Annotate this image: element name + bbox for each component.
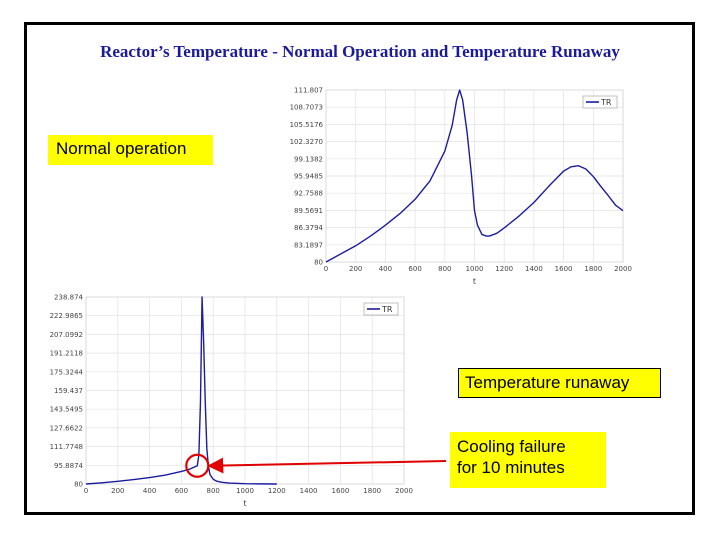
x-tick-label: 400: [143, 487, 156, 495]
temperature-runaway-chart: 238.874 222.9865 207.0992 191.2118 175.3244 1…: [50, 294, 413, 509]
x-tick-label: 1200: [268, 487, 286, 495]
x-tick-label: 600: [175, 487, 188, 495]
x-tick-label: 1400: [300, 487, 318, 495]
y-tick-label: 89.5691: [294, 207, 323, 215]
y-tick-label: 105.5176: [290, 121, 324, 129]
y-tick-label: 191.2118: [50, 350, 83, 358]
chart-legend: TR: [363, 302, 399, 316]
legend-box: [582, 95, 618, 109]
series-line-TR: [85, 296, 277, 485]
x-tick-label: 1400: [525, 265, 543, 273]
x-tick-label: 2000: [614, 265, 632, 273]
y-tick-label: 99.1382: [294, 155, 323, 163]
x-tick-label: 1000: [466, 265, 484, 273]
temperature-runaway-callout: Temperature runaway: [458, 368, 661, 398]
y-tick-label: 86.3794: [294, 224, 323, 232]
y-tick-label: 108.7073: [290, 104, 323, 112]
y-tick-label: 175.3244: [50, 368, 84, 376]
y-tick-label: 92.7588: [294, 190, 323, 198]
x-axis-label: t: [243, 499, 246, 508]
y-tick-label: 83.1897: [294, 241, 323, 249]
normal-operation-callout: Normal operation: [48, 135, 213, 165]
y-tick-label: 111.807: [294, 87, 323, 95]
legend-label: TR: [381, 305, 393, 314]
y-tick-label: 111.7748: [50, 443, 83, 451]
legend-box: [363, 302, 399, 316]
y-tick-label: 127.6622: [50, 424, 83, 432]
x-tick-label: 1000: [236, 487, 254, 495]
x-tick-label: 800: [207, 487, 220, 495]
x-tick-label: 0: [324, 265, 328, 273]
series-line-TR: [325, 89, 624, 263]
y-tick-label: 80: [74, 481, 83, 489]
cooling-failure-callout: Cooling failure for 10 minutes: [450, 432, 606, 488]
y-tick-label: 80: [314, 259, 323, 267]
y-tick-label: 159.437: [54, 387, 83, 395]
y-tick-label: 143.5495: [50, 406, 83, 414]
y-tick-label: 95.9485: [294, 173, 323, 181]
x-axis-label: t: [473, 277, 476, 286]
x-tick-label: 1200: [495, 265, 513, 273]
y-tick-label: 222.9865: [50, 312, 83, 320]
y-tick-label: 238.874: [54, 294, 83, 302]
x-tick-label: 200: [349, 265, 362, 273]
x-tick-label: 1800: [363, 487, 381, 495]
y-tick-label: 207.0992: [50, 331, 83, 339]
slide-title: Reactor’s Temperature - Normal Operation…: [100, 42, 620, 61]
y-tick-label: 102.3270: [290, 138, 323, 146]
x-tick-label: 2000: [395, 487, 413, 495]
x-tick-label: 1600: [331, 487, 349, 495]
x-tick-label: 600: [408, 265, 421, 273]
x-tick-label: 1800: [584, 265, 602, 273]
chart-legend: TR: [582, 95, 618, 109]
y-tick-label: 95.8874: [54, 462, 83, 470]
x-tick-label: 800: [438, 265, 451, 273]
normal-operation-chart: 111.807 108.7073 105.5176 102.3270 99.1382 95…: [290, 87, 632, 287]
x-tick-label: 400: [379, 265, 392, 273]
x-tick-label: 1600: [555, 265, 573, 273]
x-tick-label: 200: [111, 487, 124, 495]
x-tick-label: 0: [84, 487, 88, 495]
legend-label: TR: [600, 98, 612, 107]
